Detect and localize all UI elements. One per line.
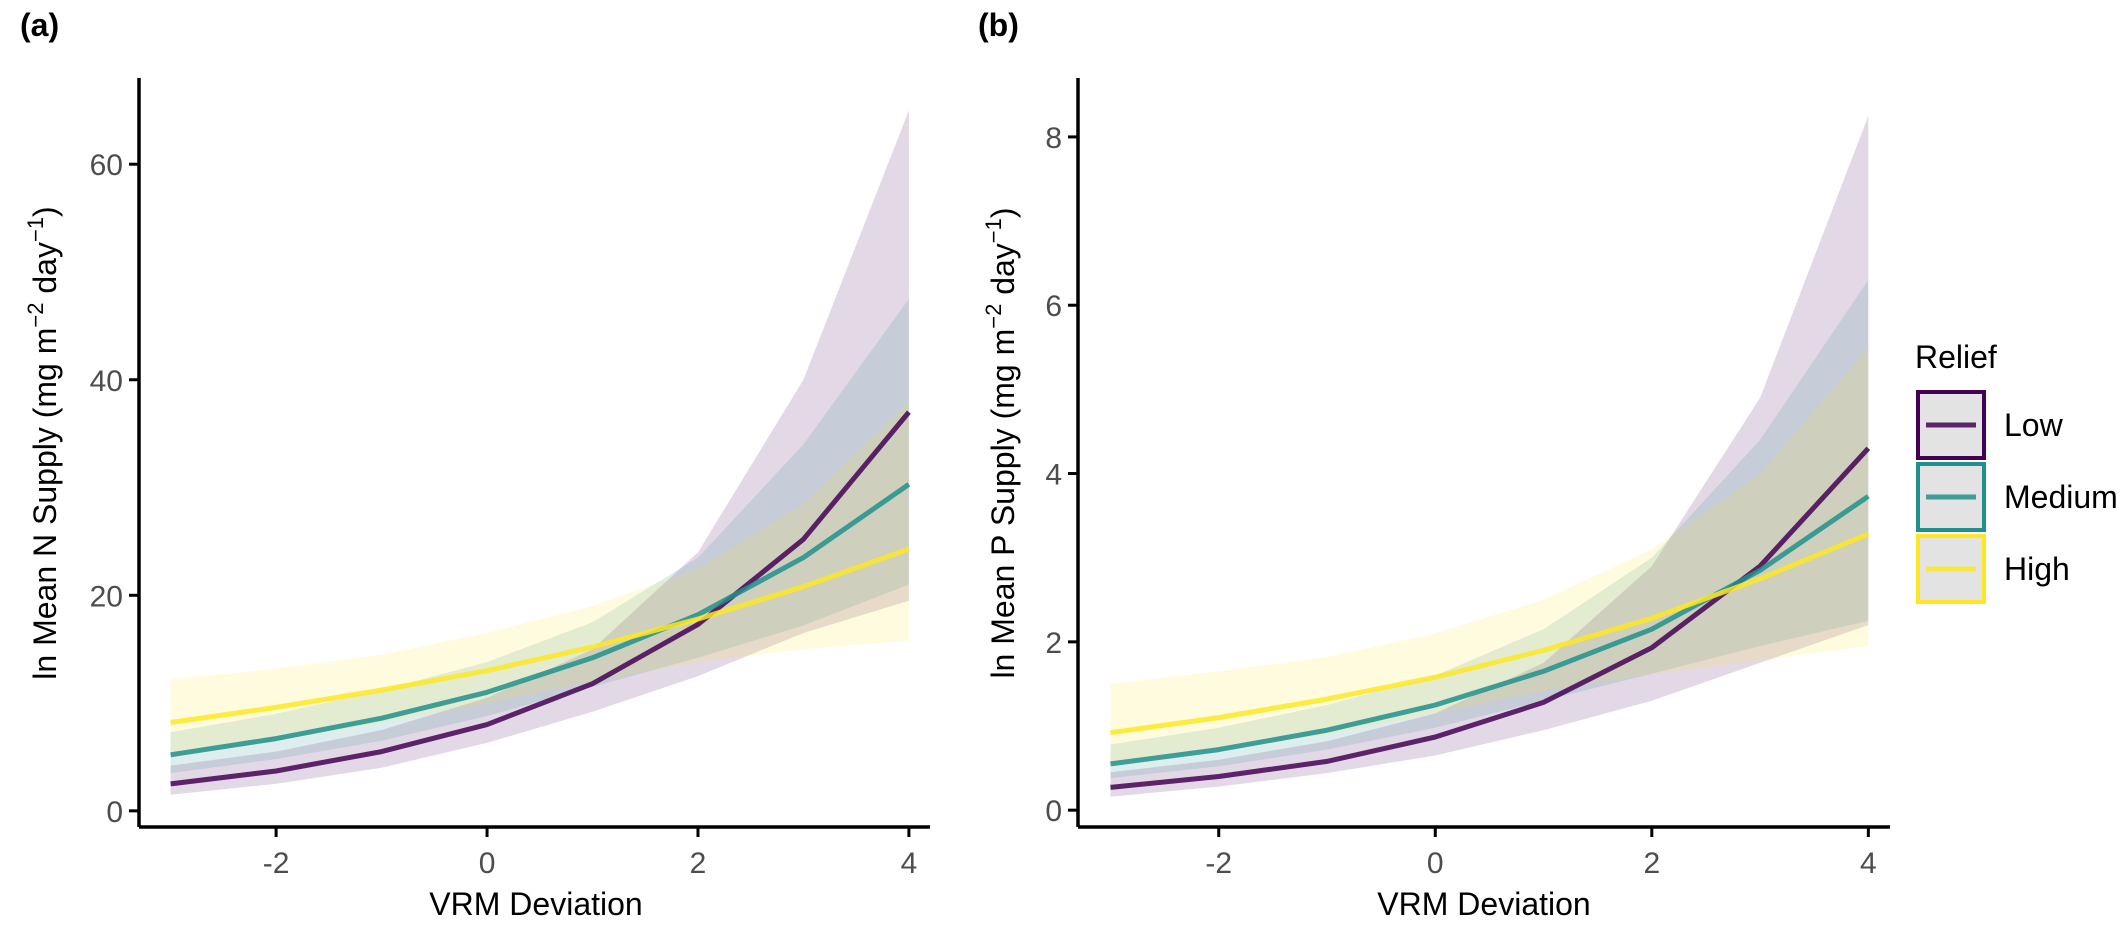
legend-item-high: High xyxy=(1916,534,2070,604)
panel-b-lines xyxy=(1110,446,1871,790)
panel-a-y-axis-title-sup1: −2 xyxy=(23,303,48,328)
panel-a-x-axis-title: VRM Deviation xyxy=(429,886,642,922)
panel-b-y-axis-title-prefix: ln Mean P Supply (mg m xyxy=(985,329,1021,679)
panel-a-line-high xyxy=(170,546,910,725)
panel-b-y-axis-title-mid: day xyxy=(985,243,1021,303)
legend-item-low: Low xyxy=(1916,390,2064,460)
panel-a-x-tick-label: 2 xyxy=(690,847,707,880)
panel-b-x-tick-label: -2 xyxy=(1205,847,1232,880)
panel-b-x-tick-label: 0 xyxy=(1427,847,1444,880)
panel-b-x-tick-label: 4 xyxy=(1860,847,1877,880)
panel-b-y-axis-title-suffix: ) xyxy=(985,207,1021,218)
panel-a-y-tick-label: 60 xyxy=(90,149,123,182)
panel-b-band-medium xyxy=(1110,280,1869,779)
panel-b-y-axis-title-sup2: −1 xyxy=(981,218,1006,243)
legend-items: Low Medium High xyxy=(1916,390,2118,604)
panel-a-x-tick-label: 0 xyxy=(479,847,496,880)
panel-b-tag: (b) xyxy=(978,7,1019,43)
panel-a-line-medium xyxy=(170,482,911,758)
panel-a-x-tick-label: -2 xyxy=(263,847,290,880)
panel-a-y-axis-title-sup2: −1 xyxy=(23,217,48,242)
panel-b-x-ticks: -2 0 2 4 xyxy=(1205,827,1877,880)
legend-label-high: High xyxy=(2004,551,2070,587)
legend-item-medium: Medium xyxy=(1916,462,2118,532)
panel-a: (a) 0 20 40 60 -2 0 2 4 VRM Deviation ln Mean … xyxy=(20,7,930,922)
panel-b-band-high xyxy=(1110,347,1869,764)
panel-a-x-tick-label: 4 xyxy=(901,847,918,880)
legend-label-low: Low xyxy=(2004,407,2064,443)
panel-b: (b) 0 2 4 6 8 -2 0 2 4 VRM Deviation ln Mean P … xyxy=(978,7,1890,922)
panel-b-x-axis-title: VRM Deviation xyxy=(1377,886,1590,922)
panel-a-y-axis-title-suffix: ) xyxy=(27,206,63,217)
panel-a-bands xyxy=(170,110,909,795)
panel-b-y-tick-label: 2 xyxy=(1045,627,1062,660)
panel-b-y-tick-label: 4 xyxy=(1045,459,1062,492)
panel-a-line-low xyxy=(170,410,911,787)
panel-a-tag: (a) xyxy=(20,7,59,43)
panel-b-line-high xyxy=(1110,531,1870,736)
panel-b-x-tick-label: 2 xyxy=(1643,847,1660,880)
panel-b-y-axis-title-sup1: −2 xyxy=(981,304,1006,329)
panel-a-x-ticks: -2 0 2 4 xyxy=(263,827,917,880)
panel-a-y-axis-title-mid: day xyxy=(27,242,63,302)
panel-a-y-ticks: 0 20 40 60 xyxy=(90,149,139,829)
panel-b-y-axis-title: ln Mean P Supply (mg m−2 day−1) xyxy=(981,207,1021,678)
panel-a-band-low xyxy=(170,110,909,795)
panel-a-y-tick-label: 40 xyxy=(90,365,123,398)
panel-a-lines xyxy=(170,410,911,787)
panel-a-y-tick-label: 0 xyxy=(106,796,123,829)
panel-b-y-tick-label: 6 xyxy=(1045,290,1062,323)
panel-a-band-medium xyxy=(170,298,909,774)
legend-label-medium: Medium xyxy=(2004,479,2118,515)
panel-b-bands xyxy=(1110,115,1869,797)
panel-a-band-high xyxy=(170,401,909,757)
panel-a-y-tick-label: 20 xyxy=(90,580,123,613)
panel-b-line-medium xyxy=(1110,494,1870,767)
panel-a-y-axis-title: ln Mean N Supply (mg m−2 day−1) xyxy=(23,206,63,679)
panel-b-y-tick-label: 0 xyxy=(1045,795,1062,828)
panel-b-y-ticks: 0 2 4 6 8 xyxy=(1045,122,1078,828)
legend: Relief Low Medium High xyxy=(1915,339,2118,604)
legend-title: Relief xyxy=(1915,339,1997,375)
panel-a-y-axis-title-prefix: ln Mean N Supply (mg m xyxy=(27,328,63,680)
panel-b-y-tick-label: 8 xyxy=(1045,122,1062,155)
